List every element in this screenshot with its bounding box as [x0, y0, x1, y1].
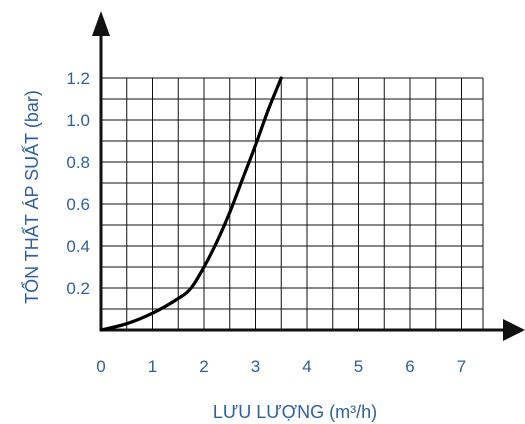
y-axis-title: TỔN THẤT ÁP SUẤT (bar): [21, 90, 42, 304]
x-axis-title: LƯU LƯỢNG (m³/h): [213, 402, 377, 422]
x-tick-label: 2: [199, 357, 208, 376]
x-tick-label: 6: [405, 357, 414, 376]
x-tick-label: 0: [96, 357, 105, 376]
axes-layer: [92, 11, 525, 341]
x-tick-label: 1: [148, 357, 157, 376]
y-tick-label: 1.0: [66, 111, 90, 130]
y-tick-label: 1.2: [66, 69, 90, 88]
series-layer: [99, 76, 283, 332]
x-axis-arrowhead: [503, 319, 525, 341]
y-tick-label: 0.4: [66, 237, 90, 256]
labels-layer: 0 1 2 3 4 5 6 7 0.2 0.4 0.6 0.8 1.0 1.2: [66, 69, 466, 376]
y-tick-label: 0.8: [66, 153, 90, 172]
series-line: [99, 76, 283, 332]
x-tick-label: 4: [302, 357, 311, 376]
x-tick-label: 3: [251, 357, 260, 376]
grid-layer: [101, 77, 484, 330]
x-tick-label: 7: [457, 357, 466, 376]
y-axis-arrowhead: [92, 11, 110, 36]
y-tick-label: 0.6: [66, 195, 90, 214]
x-tick-label: 5: [354, 357, 363, 376]
y-tick-label: 0.2: [66, 279, 90, 298]
